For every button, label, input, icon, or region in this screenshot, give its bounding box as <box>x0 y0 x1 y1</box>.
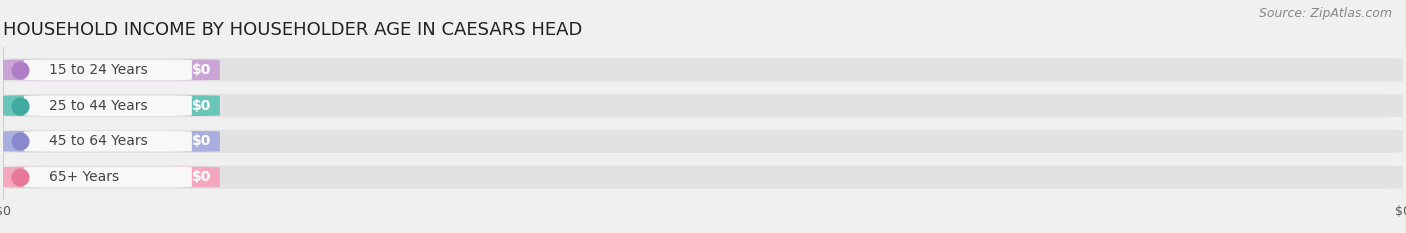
FancyBboxPatch shape <box>24 131 191 152</box>
FancyBboxPatch shape <box>3 58 1403 82</box>
Text: $0: $0 <box>193 134 211 148</box>
Text: 65+ Years: 65+ Years <box>49 170 120 184</box>
FancyBboxPatch shape <box>3 167 219 188</box>
FancyBboxPatch shape <box>3 95 219 116</box>
Text: HOUSEHOLD INCOME BY HOUSEHOLDER AGE IN CAESARS HEAD: HOUSEHOLD INCOME BY HOUSEHOLDER AGE IN C… <box>3 21 582 39</box>
Text: $0: $0 <box>193 99 211 113</box>
Text: 15 to 24 Years: 15 to 24 Years <box>49 63 148 77</box>
FancyBboxPatch shape <box>3 165 1403 189</box>
FancyBboxPatch shape <box>24 95 191 116</box>
FancyBboxPatch shape <box>3 59 219 80</box>
FancyBboxPatch shape <box>24 59 191 80</box>
FancyBboxPatch shape <box>3 130 1403 153</box>
Text: $0: $0 <box>193 170 211 184</box>
FancyBboxPatch shape <box>3 131 219 152</box>
FancyBboxPatch shape <box>3 94 1403 117</box>
FancyBboxPatch shape <box>24 167 191 188</box>
Text: Source: ZipAtlas.com: Source: ZipAtlas.com <box>1258 7 1392 20</box>
Text: 25 to 44 Years: 25 to 44 Years <box>49 99 148 113</box>
Text: 45 to 64 Years: 45 to 64 Years <box>49 134 148 148</box>
Text: $0: $0 <box>193 63 211 77</box>
